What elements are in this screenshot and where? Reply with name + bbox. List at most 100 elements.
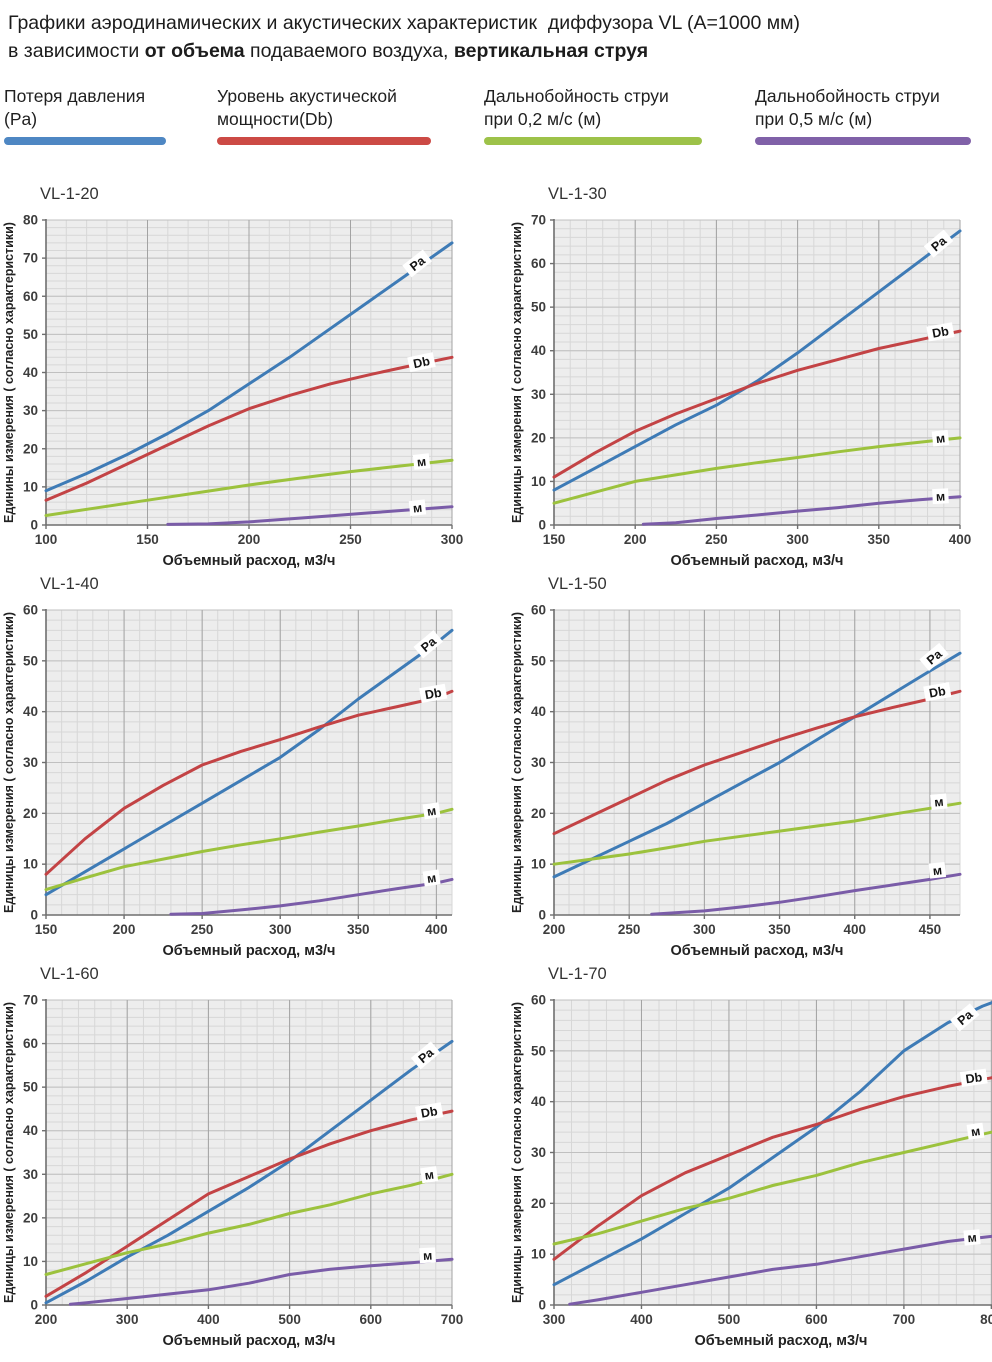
svg-text:0: 0 (30, 908, 38, 923)
chart-title: VL-1-20 (40, 185, 99, 204)
svg-text:0: 0 (538, 518, 546, 533)
y-tick-labels: 0 10 20 30 40 50 60 70 80 (23, 213, 38, 533)
legend-label-line1: Уровень акустической (217, 86, 397, 107)
svg-text:30: 30 (23, 755, 38, 770)
svg-text:30: 30 (531, 387, 546, 402)
series-label-db-1: Db (415, 1102, 444, 1122)
series-line-м-3 (166, 505, 454, 527)
svg-text:250: 250 (339, 532, 362, 547)
svg-text:450: 450 (919, 922, 942, 937)
x-axis-title: Объемный расход, м3/ч (163, 553, 336, 569)
page-title-line2-bold2: вертикальная струя (453, 39, 649, 62)
svg-text:Db: Db (412, 354, 432, 371)
svg-text:300: 300 (116, 1312, 139, 1327)
chart-canvas-vl-1-50: 200 250 300 350 400 4500102030405060PaDbммОбъ… (510, 603, 962, 959)
series-label-м-2: м (930, 793, 948, 811)
legend-label: Уровень акустической мощности(Db) (217, 85, 431, 130)
legend-label: Дальнобойность струи при 0,5 м/с (м) (755, 85, 971, 130)
x-axis-title: Объемный расход, м3/ч (695, 1333, 868, 1349)
svg-text:40: 40 (23, 705, 38, 720)
legend-label-line1: Дальнобойность струи (484, 86, 669, 107)
svg-text:350: 350 (347, 922, 370, 937)
gridlines (45, 999, 453, 1306)
series-label-м-3: м (408, 499, 427, 517)
series-label-м-2: м (931, 430, 950, 447)
svg-text:м: м (424, 1168, 435, 1183)
svg-text:500: 500 (278, 1312, 301, 1327)
y-tick-labels: 0 10 20 30 40 50 60 (23, 603, 38, 923)
plot-area (554, 220, 960, 526)
svg-text:60: 60 (23, 289, 38, 304)
svg-text:70: 70 (23, 251, 38, 266)
series-label-м-2: м (412, 453, 431, 471)
x-tick-labels: 200 250 300 350 400 450 (543, 922, 941, 937)
series-line-м-2 (44, 459, 454, 518)
y-tick-labels: 0 10 20 30 40 50 60 70 (531, 213, 546, 533)
svg-text:400: 400 (425, 922, 448, 937)
series-label-м-2: м (420, 1166, 439, 1184)
gridlines (553, 609, 961, 916)
legend-item-jet-range-05: Дальнобойность струи при 0,5 м/с (м) (755, 85, 971, 146)
svg-text:500: 500 (718, 1312, 741, 1327)
series-line-м-2 (552, 802, 962, 867)
x-tick-labels: 200 300 400 500 600 700 (35, 1312, 464, 1327)
axes (42, 219, 453, 530)
series-label-м-3: м (963, 1229, 981, 1246)
svg-text:300: 300 (543, 1312, 566, 1327)
series-label-м-2: м (966, 1123, 985, 1141)
series-line-м-2 (44, 1173, 454, 1277)
svg-text:700: 700 (441, 1312, 464, 1327)
svg-text:300: 300 (786, 532, 809, 547)
svg-text:600: 600 (360, 1312, 383, 1327)
svg-text:30: 30 (531, 755, 546, 770)
chart-canvas-vl-1-70: 3004005006007008000102030405060PaDbммОбъ… (510, 993, 992, 1349)
svg-text:200: 200 (543, 922, 566, 937)
svg-text:Db: Db (931, 324, 950, 341)
axes (550, 999, 992, 1310)
svg-text:350: 350 (868, 532, 891, 547)
legend-label-line2: (Pa) (4, 108, 38, 129)
svg-text:250: 250 (618, 922, 641, 937)
series-line-pa-0 (44, 629, 454, 897)
y-axis-title: Единицы измерения ( согласно характерист… (510, 612, 524, 913)
page-header: Графики аэродинамических и акустических … (0, 0, 992, 65)
legend-color-bar-green (484, 137, 702, 146)
charts-grid: VL-1-20 100 150 200 250 300 0 10 20 30 40 50 60 70 80… (0, 182, 992, 1352)
svg-text:60: 60 (531, 993, 546, 1008)
chart-title: VL-1-30 (548, 185, 607, 204)
svg-text:700: 700 (893, 1312, 916, 1327)
chart-vl-1-20: VL-1-20 100 150 200 250 300 0 10 20 30 40 50 60 70 80… (0, 182, 508, 572)
legend-color-bar-purple (755, 137, 971, 146)
svg-text:10: 10 (531, 1247, 546, 1262)
x-tick-labels: 150 200 250 300 350 400 (543, 532, 972, 547)
series-line-м-2 (44, 808, 454, 892)
svg-text:20: 20 (23, 442, 38, 457)
svg-text:20: 20 (23, 1211, 38, 1226)
svg-text:400: 400 (843, 922, 866, 937)
legend-item-acoustic-power: Уровень акустической мощности(Db) (217, 85, 431, 146)
svg-text:50: 50 (531, 654, 546, 669)
svg-text:50: 50 (23, 1080, 38, 1095)
svg-text:м: м (426, 804, 437, 819)
svg-text:60: 60 (531, 256, 546, 271)
svg-text:0: 0 (538, 1298, 546, 1313)
svg-text:40: 40 (23, 1124, 38, 1139)
svg-text:Db: Db (965, 1071, 984, 1087)
page-title-line2-prefix: в зависимости (8, 39, 145, 62)
svg-text:250: 250 (705, 532, 728, 547)
series-label-db-1: Db (926, 322, 955, 342)
svg-text:50: 50 (23, 654, 38, 669)
svg-text:10: 10 (23, 857, 38, 872)
legend-label: Дальнобойность струи при 0,2 м/с (м) (484, 85, 702, 130)
series-line-db-1 (552, 329, 962, 479)
series-line-м-3 (568, 1235, 992, 1307)
legend-label-line1: Дальнобойность струи (755, 86, 940, 107)
svg-text:400: 400 (630, 1312, 653, 1327)
svg-text:40: 40 (531, 705, 546, 720)
gridlines (553, 219, 961, 526)
svg-text:400: 400 (197, 1312, 220, 1327)
series-label-м-2: м (422, 802, 441, 820)
svg-text:20: 20 (531, 1196, 546, 1211)
svg-text:50: 50 (531, 1044, 546, 1059)
